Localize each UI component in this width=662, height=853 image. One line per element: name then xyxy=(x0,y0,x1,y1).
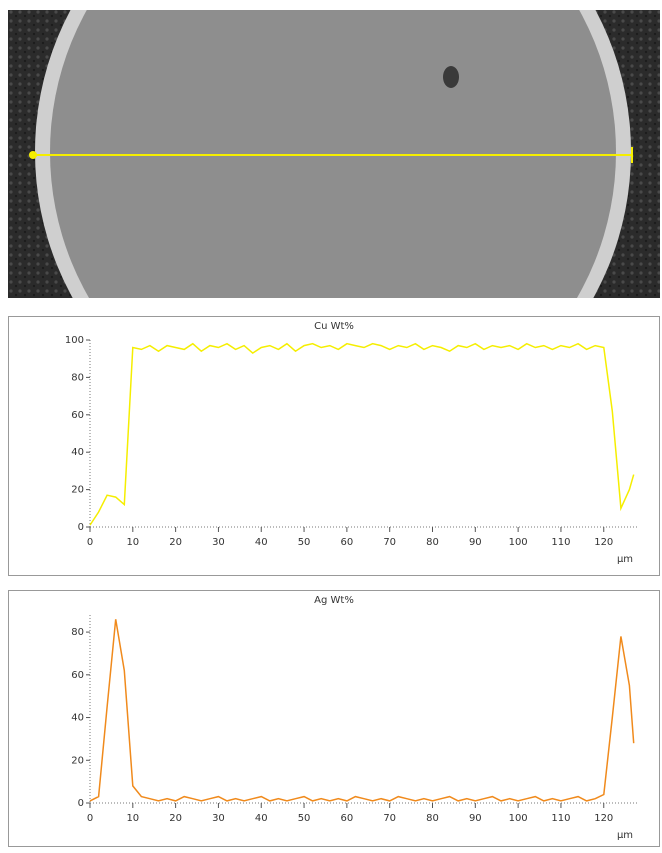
y-tick-label: 80 xyxy=(71,372,84,383)
x-axis-label: µm xyxy=(617,554,633,565)
x-tick-label: 120 xyxy=(594,537,613,548)
y-tick-label: 0 xyxy=(78,798,84,809)
x-tick-label: 100 xyxy=(509,813,528,824)
scan-start xyxy=(29,151,37,159)
y-tick-label: 40 xyxy=(71,447,84,458)
data-line xyxy=(89,619,635,802)
y-tick-label: 60 xyxy=(71,670,84,681)
y-tick-label: 60 xyxy=(71,410,84,421)
x-tick-label: 20 xyxy=(169,813,182,824)
data-line xyxy=(89,342,635,526)
x-tick-label: 30 xyxy=(212,537,225,548)
x-tick-label: 60 xyxy=(341,813,354,824)
y-tick-label: 40 xyxy=(71,713,84,724)
x-tick-label: 0 xyxy=(87,813,93,824)
y-tick-label: 20 xyxy=(71,755,84,766)
x-tick-label: 50 xyxy=(298,813,311,824)
x-tick-label: 40 xyxy=(255,537,268,548)
x-tick-label: 20 xyxy=(169,537,182,548)
x-tick-label: 50 xyxy=(298,537,311,548)
x-tick-label: 60 xyxy=(341,537,354,548)
y-tick-label: 80 xyxy=(71,627,84,638)
pore xyxy=(443,66,459,88)
y-tick-label: 20 xyxy=(71,485,84,496)
chart-frame xyxy=(8,590,660,847)
x-tick-label: 70 xyxy=(383,813,396,824)
x-tick-label: 90 xyxy=(469,813,482,824)
y-tick-label: 100 xyxy=(65,335,84,346)
chart-title: Cu Wt% xyxy=(314,321,354,332)
x-tick-label: 40 xyxy=(255,813,268,824)
y-tick-label: 0 xyxy=(78,522,84,533)
x-tick-label: 30 xyxy=(212,813,225,824)
x-tick-label: 10 xyxy=(126,537,139,548)
x-axis-label: µm xyxy=(617,830,633,841)
x-tick-label: 80 xyxy=(426,813,439,824)
sem-image xyxy=(8,10,660,298)
x-tick-label: 70 xyxy=(383,537,396,548)
chart-title: Ag Wt% xyxy=(314,595,354,606)
x-tick-label: 120 xyxy=(594,813,613,824)
chart: Ag Wt% 0 20 40 60 80 0 10 20 30 40 50 60 70 80 90 100 110… xyxy=(8,590,660,847)
x-tick-label: 10 xyxy=(126,813,139,824)
x-tick-label: 110 xyxy=(551,813,570,824)
x-tick-label: 100 xyxy=(509,537,528,548)
chart: Cu Wt% 0 20 40 60 80 100 0 10 20 30 40 50 60 70 80 90 100… xyxy=(8,316,660,576)
x-tick-label: 0 xyxy=(87,537,93,548)
x-tick-label: 110 xyxy=(551,537,570,548)
chart-frame xyxy=(8,316,660,576)
x-tick-label: 90 xyxy=(469,537,482,548)
x-tick-label: 80 xyxy=(426,537,439,548)
